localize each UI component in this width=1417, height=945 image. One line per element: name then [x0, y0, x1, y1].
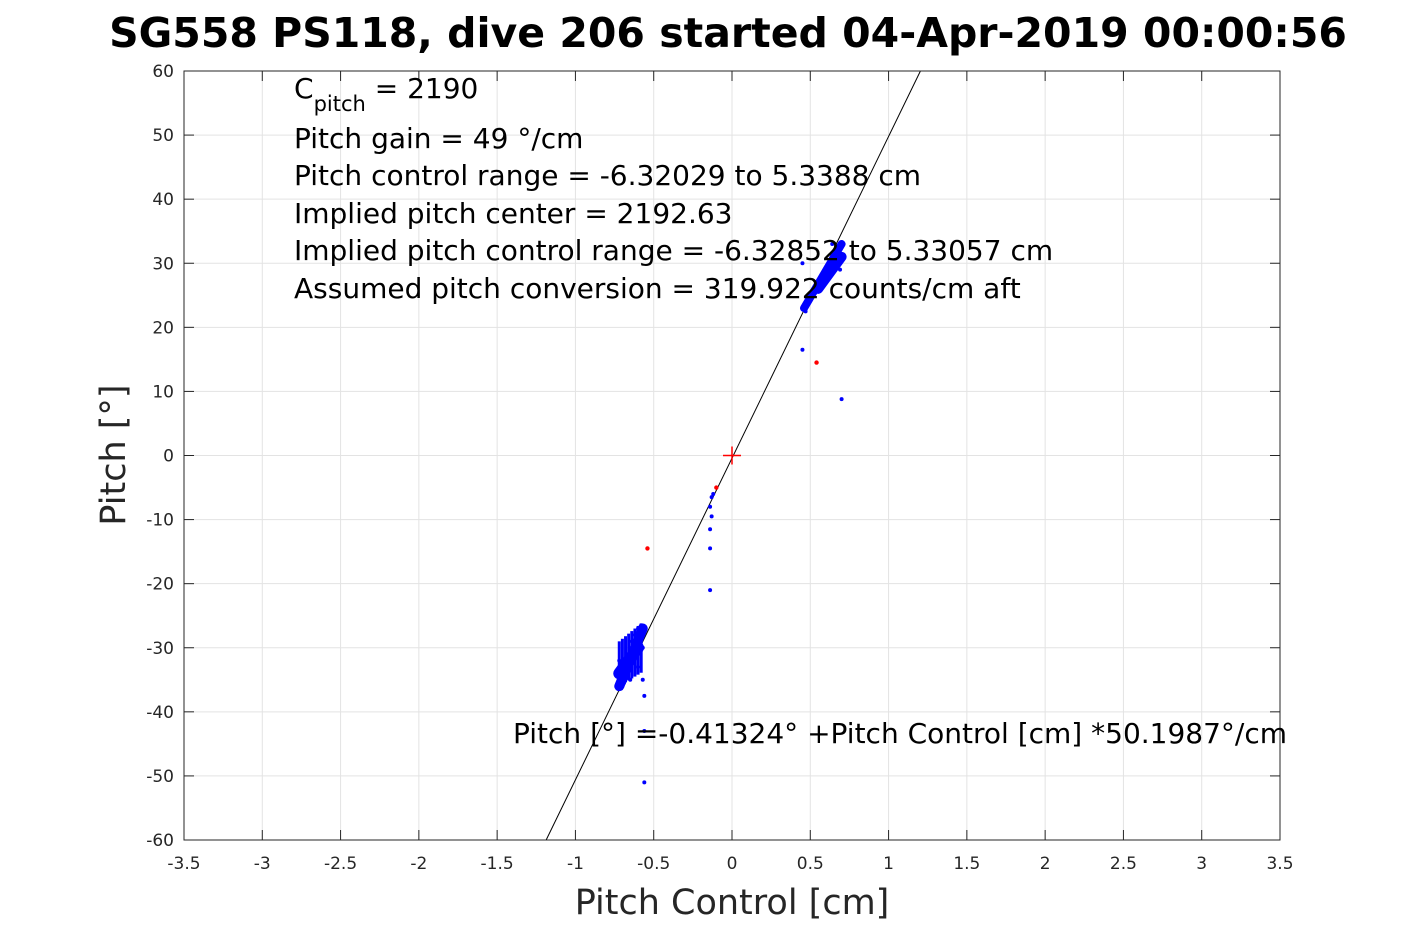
x-tick-label: 3 [1196, 854, 1207, 874]
data-point [631, 658, 636, 663]
data-point [711, 491, 716, 496]
annotation-c-pitch-value: = 2190 [366, 72, 479, 105]
data-point [839, 242, 844, 247]
x-tick-label: -1 [567, 854, 584, 874]
y-tick-label: 30 [152, 254, 174, 274]
x-tick-label: -1.5 [481, 854, 514, 874]
y-tick-label: -60 [146, 831, 174, 851]
x-tick-label: -0.5 [637, 854, 670, 874]
data-point [640, 677, 645, 682]
data-point [621, 680, 626, 685]
y-tick-label: 40 [152, 190, 174, 210]
data-point [808, 296, 813, 301]
x-tick-label: 1 [883, 854, 894, 874]
y-tick-label: -40 [146, 703, 174, 723]
data-point [629, 639, 634, 644]
data-point [620, 664, 625, 669]
annotation-control-range: Pitch control range = -6.32029 to 5.3388… [294, 159, 921, 192]
x-tick-label: 0 [727, 854, 738, 874]
y-axis-ticks: -60 -50 -40 -30 -20 -10 0 10 20 30 40 50 60 [146, 62, 1280, 851]
data-point [642, 729, 647, 734]
data-point [640, 645, 645, 650]
data-point-flagged [814, 360, 819, 365]
x-tick-label: -2.5 [324, 854, 357, 874]
data-point [636, 626, 641, 631]
data-point [708, 546, 713, 551]
y-tick-label: -50 [146, 767, 174, 787]
annotation-c-pitch-subscript: pitch [314, 92, 366, 116]
data-point [839, 397, 844, 402]
data-point [838, 267, 843, 272]
annotation-implied-range: Implied pitch control range = -6.32852 t… [294, 234, 1053, 267]
x-tick-label: 0.5 [797, 854, 824, 874]
data-point [617, 658, 622, 663]
x-tick-label: -2 [410, 854, 427, 874]
x-axis-ticks: -3.5 -3 -2.5 -2 -1.5 -1 -0.5 0 0.5 1 1.5 2 2.5 3 3.5 [167, 71, 1294, 874]
center-marker-group [723, 446, 741, 465]
data-point [642, 693, 647, 698]
data-point [642, 780, 647, 785]
x-tick-label: 1.5 [953, 854, 980, 874]
data-point [634, 655, 639, 660]
y-tick-label: 0 [163, 447, 174, 467]
x-tick-label: -3 [254, 854, 271, 874]
data-point [836, 248, 841, 253]
cluster-positive-core [813, 251, 847, 294]
y-tick-label: 60 [152, 62, 174, 82]
data-point [708, 527, 713, 532]
annotation-fit-equation: Pitch [°] =-0.41324° +Pitch Control [cm]… [513, 717, 1287, 750]
data-point [831, 254, 836, 259]
chart-title: SG558 PS118, dive 206 started 04-Apr-201… [109, 9, 1347, 57]
data-point [827, 261, 832, 266]
x-tick-label: -3.5 [167, 854, 200, 874]
y-tick-label: -10 [146, 511, 174, 531]
y-axis-label: Pitch [°] [94, 384, 134, 525]
annotation-block: Cpitch = 2190 Pitch gain = 49 °/cm Pitch… [294, 72, 1053, 305]
data-points [613, 240, 847, 785]
data-point [708, 504, 713, 509]
x-tick-label: 3.5 [1266, 854, 1293, 874]
y-tick-label: 50 [152, 126, 174, 146]
data-point [639, 623, 644, 628]
y-tick-label: 20 [152, 318, 174, 338]
data-point [800, 347, 805, 352]
data-point [709, 514, 714, 519]
annotation-pitch-gain: Pitch gain = 49 °/cm [294, 122, 583, 155]
data-point [811, 286, 816, 291]
x-tick-label: 2.5 [1110, 854, 1137, 874]
data-point [820, 274, 825, 279]
data-point [636, 664, 641, 669]
data-point-flagged [714, 485, 719, 490]
data-point [803, 309, 808, 314]
y-tick-label: -30 [146, 639, 174, 659]
data-point [830, 242, 835, 247]
data-point [620, 684, 625, 689]
y-tick-label: 10 [152, 382, 174, 402]
data-point [708, 588, 713, 593]
data-point [628, 677, 633, 682]
x-tick-label: 2 [1040, 854, 1051, 874]
data-point [632, 632, 637, 637]
data-point [623, 671, 628, 676]
data-point [709, 495, 714, 500]
annotation-implied-center: Implied pitch center = 2192.63 [294, 197, 732, 230]
x-axis-label: Pitch Control [cm] [575, 883, 890, 923]
data-point [626, 652, 631, 657]
annotation-c-pitch: Cpitch = 2190 [294, 72, 478, 116]
data-point-flagged [645, 546, 650, 551]
annotation-c-pitch-main: C [294, 72, 314, 105]
data-point [800, 261, 805, 266]
y-tick-label: -20 [146, 575, 174, 595]
data-point [823, 267, 828, 272]
annotation-conversion: Assumed pitch conversion = 319.922 count… [294, 272, 1021, 305]
data-point [816, 280, 821, 285]
